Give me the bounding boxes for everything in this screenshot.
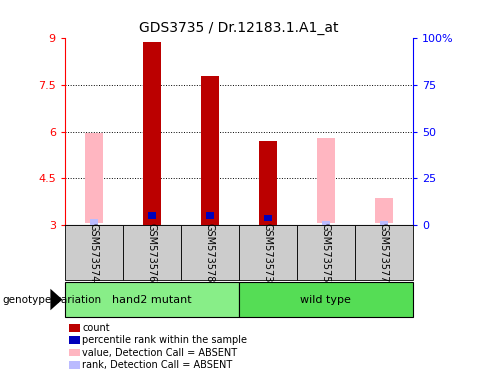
Text: count: count [82,323,110,333]
Bar [205,212,214,219]
Bar [90,219,98,225]
Polygon shape [50,289,62,310]
Bar [181,225,239,280]
Text: value, Detection Call = ABSENT: value, Detection Call = ABSENT [82,348,237,358]
Bar [239,225,297,280]
Text: rank, Detection Call = ABSENT: rank, Detection Call = ABSENT [82,360,232,370]
Text: hand2 mutant: hand2 mutant [112,295,192,305]
Title: GDS3735 / Dr.12183.1.A1_at: GDS3735 / Dr.12183.1.A1_at [139,21,338,35]
Text: GSM573576: GSM573576 [147,223,157,282]
Text: GSM573577: GSM573577 [379,223,389,282]
Text: wild type: wild type [300,295,351,305]
Bar [355,225,413,280]
Text: GSM573574: GSM573574 [89,223,99,282]
Bar [84,133,103,223]
Bar [374,198,393,223]
Bar [380,221,388,225]
Bar [239,282,413,317]
Bar [123,225,181,280]
Bar [201,76,219,225]
Bar [65,282,239,317]
Text: GSM573575: GSM573575 [321,223,331,282]
Bar [143,41,161,225]
Bar [264,215,272,221]
Bar [297,225,355,280]
Text: percentile rank within the sample: percentile rank within the sample [82,335,247,345]
Bar [148,212,156,219]
Text: GSM573578: GSM573578 [205,223,215,282]
Text: genotype/variation: genotype/variation [2,295,102,305]
Bar [259,141,277,225]
Bar [316,138,335,223]
Text: GSM573573: GSM573573 [263,223,273,282]
Bar [65,225,123,280]
Bar [322,221,330,225]
